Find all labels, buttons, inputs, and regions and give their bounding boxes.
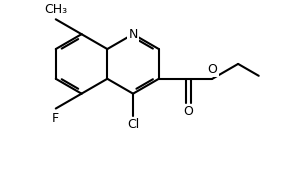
Text: N: N bbox=[128, 28, 138, 41]
Text: Cl: Cl bbox=[127, 118, 139, 131]
Text: O: O bbox=[184, 105, 193, 118]
Text: O: O bbox=[207, 63, 217, 76]
Text: CH₃: CH₃ bbox=[44, 3, 67, 16]
Text: F: F bbox=[52, 111, 59, 124]
